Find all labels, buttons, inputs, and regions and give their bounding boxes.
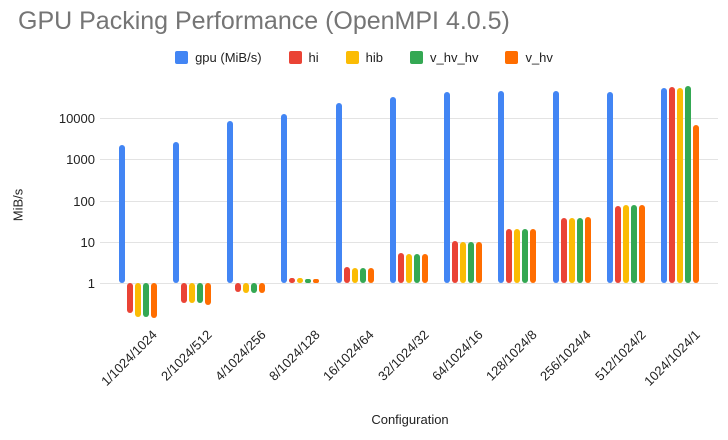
x-tick-label: 4/1024/256	[211, 327, 269, 384]
chart-title: GPU Packing Performance (OpenMPI 4.0.5)	[18, 7, 510, 35]
bar-v-hv-hv-4-1024-256[interactable]	[251, 283, 257, 293]
bar-hi-32-1024-32[interactable]	[397, 253, 404, 283]
bar-hi-128-1024-8[interactable]	[506, 228, 513, 283]
legend-item: gpu (MiB/s)	[175, 50, 262, 65]
bar-hib-4-1024-256[interactable]	[243, 283, 249, 293]
bar-v-hv-32-1024-32[interactable]	[421, 253, 428, 283]
legend-swatch	[175, 51, 189, 64]
bar-v-hv-4-1024-256[interactable]	[259, 283, 265, 294]
bar-gpu-mib-s-2-1024-512[interactable]	[172, 142, 179, 283]
bar-gpu-mib-s-4-1024-256[interactable]	[227, 121, 233, 283]
x-tick-label: 64/1024/16	[428, 327, 486, 384]
bar-v-hv-hv-1024-1024-1[interactable]	[685, 86, 691, 283]
bar-v-hv-16-1024-64[interactable]	[367, 268, 374, 283]
legend-label: v_hv_hv	[430, 50, 479, 65]
legend-label: gpu (MiB/s)	[195, 50, 262, 65]
bar-v-hv-hv-128-1024-8[interactable]	[522, 229, 529, 283]
bar-hib-32-1024-32[interactable]	[405, 253, 412, 283]
bar-v-hv-128-1024-8[interactable]	[530, 229, 537, 283]
bar-gpu-mib-s-256-1024-4[interactable]	[552, 90, 559, 283]
bar-gpu-mib-s-8-1024-128[interactable]	[281, 113, 288, 283]
bar-hib-512-1024-2[interactable]	[622, 204, 629, 283]
bar-v-hv-hv-64-1024-16[interactable]	[468, 241, 474, 283]
bar-v-hv-1-1024-1024[interactable]	[150, 283, 157, 319]
x-tick-label: 1024/1024/1	[640, 327, 703, 389]
bar-hib-128-1024-8[interactable]	[514, 229, 521, 283]
legend-swatch	[345, 51, 359, 64]
bar-v-hv-1024-1024-1[interactable]	[693, 125, 699, 283]
bar-hib-16-1024-64[interactable]	[351, 268, 358, 283]
bar-v-hv-64-1024-16[interactable]	[476, 241, 482, 283]
bar-gpu-mib-s-32-1024-32[interactable]	[389, 97, 396, 283]
x-tick-label: 2/1024/512	[157, 327, 215, 384]
bar-hib-8-1024-128[interactable]	[297, 278, 304, 283]
bar-v-hv-512-1024-2[interactable]	[638, 204, 645, 283]
bar-v-hv-hv-8-1024-128[interactable]	[305, 278, 312, 283]
bar-v-hv-hv-2-1024-512[interactable]	[196, 283, 203, 304]
bar-hib-64-1024-16[interactable]	[460, 241, 466, 283]
x-tick-label: 32/1024/32	[374, 327, 432, 384]
legend-item: v_hv	[505, 50, 553, 65]
x-tick-label: 16/1024/64	[320, 327, 378, 384]
legend-swatch	[410, 51, 424, 64]
bar-hi-16-1024-64[interactable]	[343, 267, 350, 283]
bar-gpu-mib-s-1024-1024-1[interactable]	[661, 88, 667, 283]
gridline	[100, 159, 718, 161]
gridline	[100, 118, 718, 120]
y-tick-label: 10000	[58, 111, 95, 127]
bar-hi-2-1024-512[interactable]	[180, 283, 187, 303]
legend-label: v_hv	[525, 50, 553, 65]
y-tick-label: 1000	[66, 152, 95, 168]
x-tick-label: 128/1024/8	[483, 327, 540, 384]
x-tick-label: 512/1024/2	[591, 327, 649, 384]
y-tick-label: 10	[80, 234, 95, 250]
bar-hib-1024-1024-1[interactable]	[677, 88, 683, 283]
bar-hi-1-1024-1024[interactable]	[126, 283, 133, 313]
bar-hib-1-1024-1024[interactable]	[134, 283, 141, 317]
bar-hi-64-1024-16[interactable]	[452, 240, 458, 283]
x-tick-label: 8/1024/128	[266, 327, 323, 384]
bar-gpu-mib-s-1-1024-1024[interactable]	[118, 145, 125, 283]
legend-label: hi	[308, 50, 319, 65]
legend-item: hib	[345, 50, 384, 65]
gridline	[100, 283, 718, 284]
bar-gpu-mib-s-64-1024-16[interactable]	[444, 92, 450, 283]
bar-gpu-mib-s-512-1024-2[interactable]	[606, 92, 613, 283]
bar-v-hv-hv-512-1024-2[interactable]	[630, 205, 637, 283]
y-axis-title: MiB/s	[10, 188, 26, 222]
bar-v-hv-2-1024-512[interactable]	[204, 283, 211, 305]
bar-hi-8-1024-128[interactable]	[289, 277, 296, 283]
bar-v-hv-8-1024-128[interactable]	[313, 279, 320, 283]
bar-hib-2-1024-512[interactable]	[188, 283, 195, 303]
legend-item: hi	[288, 50, 319, 65]
bar-v-hv-hv-32-1024-32[interactable]	[413, 253, 420, 283]
gridline	[100, 241, 718, 243]
bar-v-hv-hv-1-1024-1024[interactable]	[142, 283, 149, 317]
x-axis-title: Configuration	[371, 412, 449, 427]
bar-gpu-mib-s-16-1024-64[interactable]	[335, 103, 342, 283]
x-tick-label: 256/1024/4	[537, 327, 595, 384]
x-tick-label: 1/1024/1024	[98, 327, 161, 389]
bar-v-hv-256-1024-4[interactable]	[584, 217, 591, 283]
legend: gpu (MiB/s) hi hib v_hv_hv v_hv	[0, 50, 728, 65]
bar-hi-1024-1024-1[interactable]	[669, 87, 675, 283]
bar-v-hv-hv-16-1024-64[interactable]	[359, 268, 366, 283]
legend-swatch	[288, 51, 302, 64]
bar-v-hv-hv-256-1024-4[interactable]	[576, 217, 583, 283]
y-tick-label: 1	[87, 276, 95, 291]
legend-swatch	[505, 51, 519, 64]
bar-hi-256-1024-4[interactable]	[560, 217, 567, 283]
bar-gpu-mib-s-128-1024-8[interactable]	[498, 91, 505, 283]
bar-hi-512-1024-2[interactable]	[614, 205, 621, 283]
legend-label: hib	[365, 50, 384, 65]
gridline	[100, 200, 718, 202]
legend-item: v_hv_hv	[410, 50, 478, 65]
bar-hi-4-1024-256[interactable]	[235, 283, 241, 293]
bar-hib-256-1024-4[interactable]	[568, 217, 575, 283]
y-tick-label: 100	[73, 193, 95, 209]
